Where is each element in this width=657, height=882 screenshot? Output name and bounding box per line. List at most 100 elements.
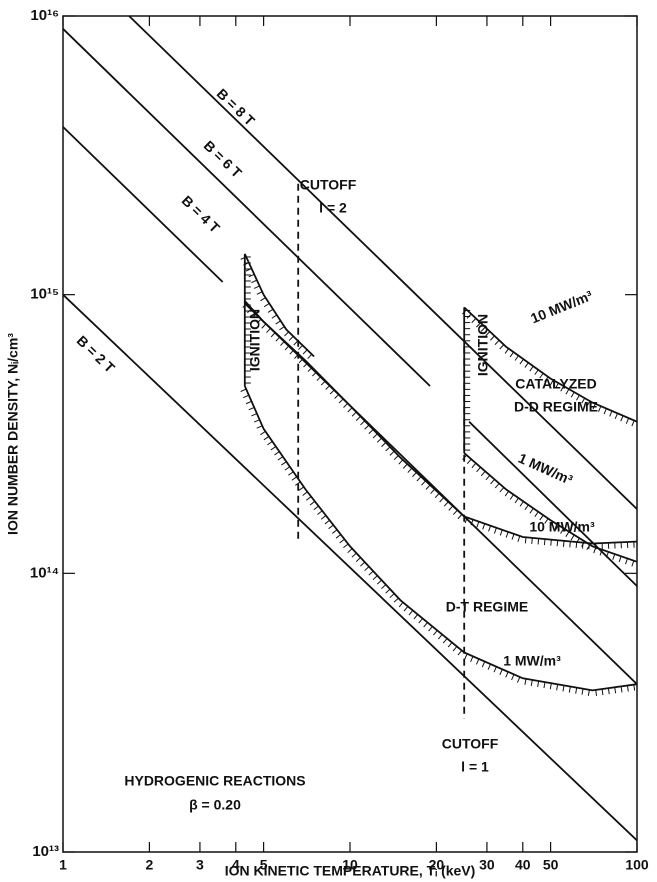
hatch	[281, 461, 287, 466]
hatch	[407, 467, 413, 473]
x-tick-label: 10	[342, 857, 358, 873]
x-tick-label: 1	[59, 857, 67, 873]
hatch	[575, 687, 578, 694]
hatch	[339, 538, 345, 544]
hatch	[555, 382, 559, 389]
hatch	[549, 683, 552, 690]
hatch	[338, 398, 344, 404]
hatch	[614, 413, 619, 420]
hatch	[575, 537, 580, 544]
hatch	[480, 470, 486, 477]
x-tick-label: 100	[625, 857, 649, 873]
hatch	[524, 362, 529, 368]
hatch	[530, 679, 533, 686]
hatch	[554, 524, 559, 531]
hatch	[476, 521, 480, 528]
x-axis-label: ION KINETIC TEMPERATURE, Tᵢ (keV)	[225, 863, 476, 879]
hatch	[537, 538, 540, 545]
hatch	[298, 358, 304, 364]
hatch	[565, 388, 570, 395]
x-tick-label: 3	[196, 857, 204, 873]
hatch	[263, 302, 270, 308]
hatch	[381, 584, 387, 590]
hatch	[556, 684, 559, 691]
hatch	[529, 365, 534, 372]
hatch	[270, 446, 277, 451]
hatch	[452, 509, 458, 515]
hatch	[475, 658, 480, 665]
hatch	[511, 533, 515, 540]
hatch	[504, 490, 510, 497]
hatch	[398, 459, 404, 465]
hatch	[490, 335, 495, 341]
hatch	[271, 314, 278, 319]
hatch	[437, 634, 443, 640]
hatch	[288, 335, 294, 341]
hatch	[443, 501, 449, 507]
hatch	[504, 348, 510, 354]
series-line	[243, 385, 638, 692]
hatch	[316, 375, 322, 381]
hatch	[464, 653, 468, 660]
annotation: CUTOFF	[442, 736, 499, 752]
hatch	[295, 481, 301, 486]
hatch	[550, 539, 552, 546]
hatch	[428, 626, 433, 632]
hatch	[256, 318, 262, 324]
hatch	[251, 413, 258, 417]
y-tick-label: 10¹³	[32, 843, 59, 860]
hatch	[470, 519, 474, 526]
hatch	[581, 688, 584, 695]
hatch	[612, 553, 616, 560]
hatch	[631, 420, 635, 427]
hatch	[442, 638, 448, 644]
hatch	[376, 437, 382, 443]
hatch	[452, 646, 458, 652]
hatch	[581, 541, 586, 547]
annotation: 10 MW/m³	[529, 519, 595, 535]
hatch	[385, 446, 391, 452]
hatch	[360, 561, 366, 567]
plot-frame	[62, 15, 638, 853]
hatch	[605, 551, 609, 558]
hatch	[544, 376, 549, 382]
hatch	[607, 688, 610, 695]
hatch	[360, 420, 366, 426]
hatch	[556, 540, 559, 547]
hatch	[313, 505, 319, 511]
hatch	[434, 493, 440, 499]
hatch	[609, 410, 613, 417]
hatch	[403, 606, 409, 612]
hatch	[509, 494, 514, 500]
hatch	[275, 336, 281, 342]
hatch	[368, 570, 374, 576]
hatch	[351, 411, 357, 417]
series-line	[463, 306, 638, 423]
hatch	[243, 394, 250, 399]
hatch	[279, 326, 285, 331]
x-tick-label: 2	[145, 857, 153, 873]
hatch	[303, 362, 309, 368]
hatch	[514, 355, 519, 361]
hatch	[347, 548, 353, 554]
hatch	[320, 380, 326, 386]
annotation: 1 MW/m³	[516, 450, 575, 488]
annotation: IGNITION	[475, 314, 491, 376]
hatch	[253, 419, 260, 423]
hatch	[560, 385, 565, 392]
hatch	[364, 424, 370, 430]
hatch	[488, 525, 492, 532]
hatch	[293, 340, 299, 346]
annotation: CUTOFF	[300, 177, 357, 193]
hatch	[586, 544, 591, 551]
hatch	[270, 332, 276, 338]
hatch	[517, 535, 521, 542]
hatch	[626, 685, 629, 692]
hatch	[476, 466, 481, 473]
hatch	[393, 455, 399, 461]
hatch	[256, 291, 263, 295]
annotation: B = 2 T	[74, 332, 119, 376]
annotation: B = 4 T	[179, 192, 224, 236]
series-line	[463, 452, 638, 563]
